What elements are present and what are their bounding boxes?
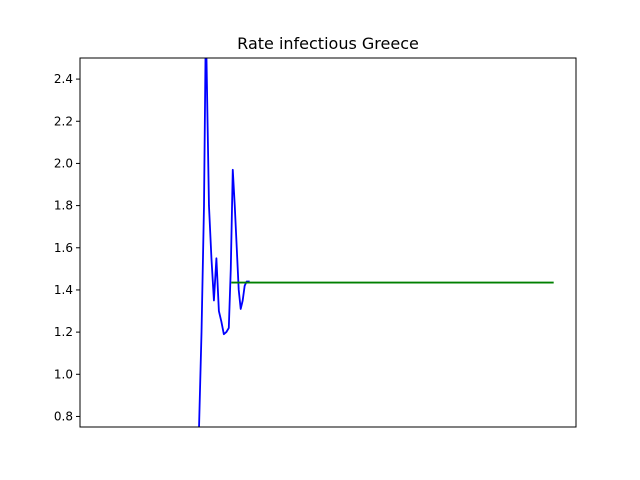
- y-tick-label: 1.0: [54, 367, 73, 381]
- y-tick-label: 1.2: [54, 325, 73, 339]
- y-tick-label: 1.6: [54, 241, 73, 255]
- chart-title: Rate infectious Greece: [237, 34, 419, 53]
- y-tick-label: 0.8: [54, 409, 73, 423]
- series-line-1: [198, 58, 250, 427]
- y-tick-label: 2.2: [54, 114, 73, 128]
- y-tick-label: 1.4: [54, 283, 73, 297]
- y-tick-label: 1.8: [54, 199, 73, 213]
- plot-frame: [79, 57, 577, 428]
- y-tick-label: 2.0: [54, 156, 73, 170]
- series-layer: [198, 58, 554, 427]
- y-tick-label: 2.4: [54, 72, 73, 86]
- y-axis: 0.8 1.0 1.2 1.4 1.6 1.8 2.0 2.2 2.4: [54, 72, 80, 423]
